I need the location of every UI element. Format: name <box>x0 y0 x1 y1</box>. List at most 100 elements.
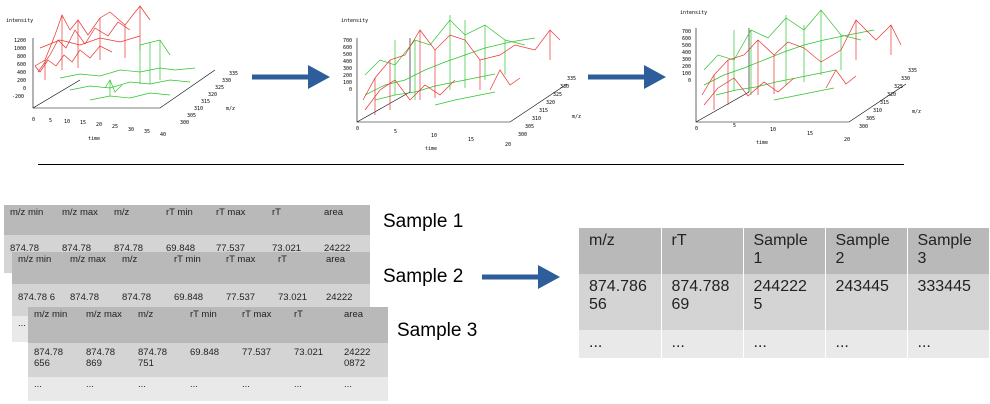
ytick: 200 <box>343 73 352 79</box>
table-row: 874.78 656 874.78 869 874.78 751 69.848 … <box>28 343 388 377</box>
xtick: 20 <box>844 137 850 143</box>
header-cell: m/z <box>108 205 160 235</box>
ztick: 330 <box>560 84 569 90</box>
divider <box>38 164 904 165</box>
plot-2-yticks: 700 600 500 400 300 200 100 0 <box>343 38 352 93</box>
arrow-right-icon <box>588 65 666 89</box>
plot-2: intensity time m/z 700 600 500 400 300 2… <box>335 0 585 160</box>
plot-1-xticks: 0 5 10 15 20 25 30 35 40 <box>32 117 166 138</box>
header-cell: m/z <box>579 228 662 274</box>
header-cell: m/z max <box>64 252 116 284</box>
sample-3-label: Sample 3 <box>397 320 478 341</box>
ytick: 0 <box>23 86 26 92</box>
cell: 874.786 56 <box>579 274 662 330</box>
table-row: ... ... ... ... ... ... ... <box>28 377 388 401</box>
ytick: 500 <box>682 43 691 49</box>
plot-3-series-b <box>703 9 875 101</box>
plot-2-svg: intensity time m/z 700 600 500 400 300 2… <box>341 15 581 152</box>
plot-1-series-b <box>59 39 196 101</box>
ztick: 335 <box>567 76 576 82</box>
cell: 244222 5 <box>743 274 826 330</box>
plot-2-ylabel: intensity <box>341 18 368 24</box>
ytick: 300 <box>682 57 691 63</box>
plot-1: intensity time m/z 1200 1000 800 600 400… <box>0 0 250 160</box>
sample-1-label: Sample 1 <box>383 211 464 232</box>
cell: ... <box>579 330 662 358</box>
cell: ... <box>338 377 388 401</box>
header-cell: Sample 2 <box>825 228 908 274</box>
xtick: 0 <box>356 126 359 132</box>
ztick: 330 <box>901 76 910 82</box>
ztick: 335 <box>908 68 917 74</box>
table-header-row: m/z min m/z max m/z rT min rT max rT are… <box>4 205 370 235</box>
result-table: m/z rT Sample 1 Sample 2 Sample 3 874.78… <box>579 228 990 358</box>
header-cell: rT max <box>210 205 266 235</box>
arrow-right-icon <box>252 65 330 89</box>
table-header-row: m/z min m/z max m/z rT min rT max rT are… <box>28 307 388 343</box>
ytick: 400 <box>343 59 352 65</box>
ytick: 1200 <box>14 38 26 44</box>
table-header-row: m/z rT Sample 1 Sample 2 Sample 3 <box>579 228 990 274</box>
cell: ... <box>825 330 908 358</box>
plot-2-xticks: 0 5 10 15 20 <box>356 126 511 148</box>
header-cell: Sample 3 <box>907 228 990 274</box>
table-row: ... ... ... ... ... <box>579 330 990 358</box>
header-cell: rT <box>288 307 338 343</box>
xtick: 15 <box>468 137 474 143</box>
xtick: 5 <box>394 129 397 135</box>
ytick: 400 <box>682 50 691 56</box>
sample-3-table: m/z min m/z max m/z rT min rT max rT are… <box>28 307 388 401</box>
ytick: 300 <box>343 66 352 72</box>
header-cell: m/z <box>132 307 184 343</box>
header-cell: rT max <box>236 307 288 343</box>
xtick: 30 <box>128 127 134 133</box>
plot-2-zticks: 335 330 325 320 315 310 305 300 <box>518 76 576 138</box>
xtick: 10 <box>770 127 776 133</box>
xtick: 35 <box>144 129 150 135</box>
cell: ... <box>236 377 288 401</box>
header-cell: rT min <box>160 205 210 235</box>
ztick: 305 <box>187 113 196 119</box>
ytick: -200 <box>12 94 24 100</box>
ztick: 315 <box>539 108 548 114</box>
ytick: 600 <box>682 36 691 42</box>
header-cell: rT <box>661 228 744 274</box>
ytick: 400 <box>17 70 26 76</box>
ytick: 800 <box>17 54 26 60</box>
ztick: 300 <box>518 132 527 138</box>
ytick: 600 <box>343 45 352 51</box>
arrow-right-icon <box>482 265 560 289</box>
header-cell: rT min <box>184 307 236 343</box>
xtick: 0 <box>695 126 698 132</box>
plot-1-zticks: 335 330 325 320 315 310 305 300 <box>180 71 238 126</box>
plot-3-svg: intensity time m/z 700 600 500 400 300 2… <box>680 9 921 146</box>
ztick: 325 <box>894 84 903 90</box>
cell: ... <box>80 377 132 401</box>
xtick: 40 <box>160 132 166 138</box>
plot-3-zlabel: m/z <box>912 109 921 115</box>
cell: ... <box>907 330 990 358</box>
header-cell: area <box>320 252 370 284</box>
header-cell: m/z max <box>56 205 108 235</box>
cell: 77.537 <box>236 343 288 377</box>
plot-3-xticks: 0 5 10 15 20 <box>695 123 850 143</box>
cell: 243445 <box>825 274 908 330</box>
ztick: 310 <box>532 116 541 122</box>
ztick: 300 <box>180 120 189 126</box>
xtick: 5 <box>49 118 52 124</box>
header-cell: m/z <box>116 252 168 284</box>
plot-1-zlabel: m/z <box>226 106 235 112</box>
xtick: 20 <box>505 142 511 148</box>
cell: 69.848 <box>184 343 236 377</box>
xtick: 15 <box>807 131 813 137</box>
ztick: 320 <box>887 92 896 98</box>
ztick: 325 <box>215 85 224 91</box>
plot-3: intensity time m/z 700 600 500 400 300 2… <box>676 0 926 160</box>
header-cell: rT max <box>220 252 272 284</box>
sample-2-label: Sample 2 <box>383 266 464 287</box>
ytick: 700 <box>682 29 691 35</box>
cell: ... <box>132 377 184 401</box>
xtick: 15 <box>80 120 86 126</box>
ztick: 330 <box>222 78 231 84</box>
header-cell: area <box>338 307 388 343</box>
